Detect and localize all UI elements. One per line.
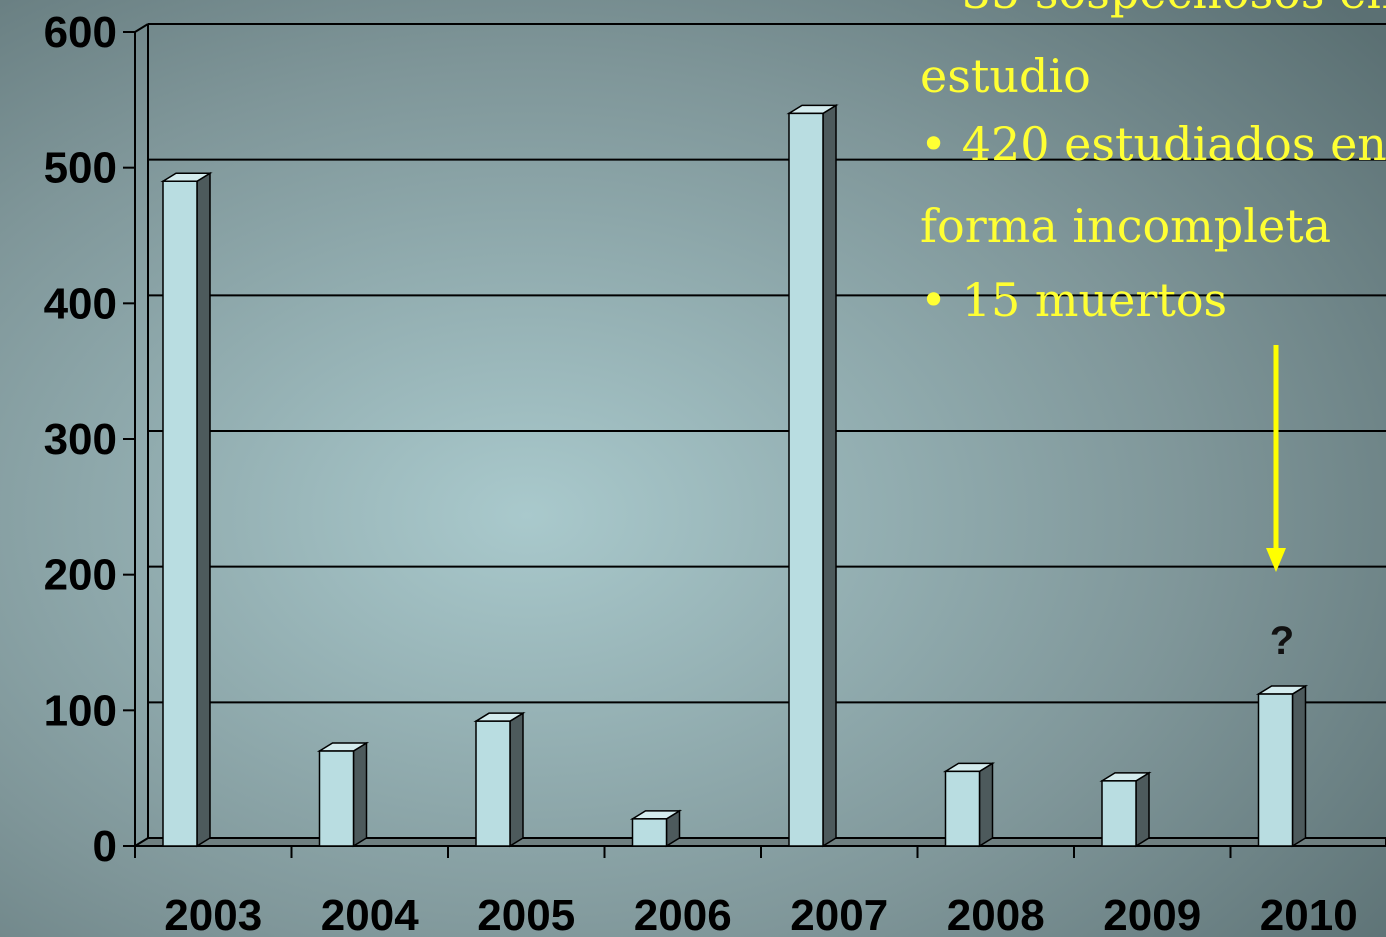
side-wall-top <box>134 23 149 33</box>
bar <box>629 809 683 848</box>
bar-front <box>1257 693 1294 847</box>
x-tick-label: 2006 <box>634 891 732 937</box>
y-tick-label: 400 <box>44 279 117 328</box>
y-tick-label: 600 <box>44 8 117 57</box>
x-tick-label: 2010 <box>1260 891 1358 937</box>
plot-area: 0 100 200 300 400 500 600 2003 2004 2005 2006 2007 2… <box>44 8 1386 937</box>
x-tick-label: 2008 <box>947 891 1045 937</box>
bar-front <box>162 180 198 847</box>
y-tick-label: 100 <box>44 686 117 735</box>
bar-front <box>1101 780 1137 847</box>
bar-side <box>822 104 837 848</box>
bar-side <box>509 711 524 848</box>
bar <box>1099 771 1152 848</box>
bar-front <box>944 770 981 847</box>
note-line: estudio <box>920 49 1091 103</box>
bar-side <box>978 762 994 848</box>
bar <box>786 104 839 848</box>
bar-front <box>475 720 511 847</box>
x-tick-label: 2005 <box>477 891 575 937</box>
bar-side <box>352 741 368 848</box>
y-tick-label: 500 <box>44 144 117 193</box>
bar-front <box>631 818 668 847</box>
y-tick-label: 200 <box>44 551 117 600</box>
bar-side <box>196 171 211 848</box>
x-tick-label: 2009 <box>1103 891 1201 937</box>
bar <box>316 741 370 848</box>
x-tick-label: 2004 <box>321 891 419 937</box>
bar-front <box>788 112 824 847</box>
bar-side <box>1135 771 1150 848</box>
x-tick-label: 2003 <box>164 891 262 937</box>
bar-front <box>318 750 355 847</box>
y-tick-label: 0 <box>93 822 117 871</box>
x-tick-label: 2007 <box>790 891 888 937</box>
bar <box>1255 684 1309 848</box>
bar-annotation: ? <box>1270 619 1294 663</box>
bar <box>473 711 526 848</box>
note-line: • 35 sospechosos en <box>920 0 1386 19</box>
note-line: • 420 estudiados en <box>920 117 1386 171</box>
bar <box>942 762 996 848</box>
y-tick-label: 300 <box>44 415 117 464</box>
note-line: forma incompleta <box>920 199 1331 253</box>
note-line: • 15 muertos <box>920 273 1227 327</box>
arrow-head <box>1266 548 1286 572</box>
bar-side <box>1291 684 1307 848</box>
bar <box>160 171 213 848</box>
